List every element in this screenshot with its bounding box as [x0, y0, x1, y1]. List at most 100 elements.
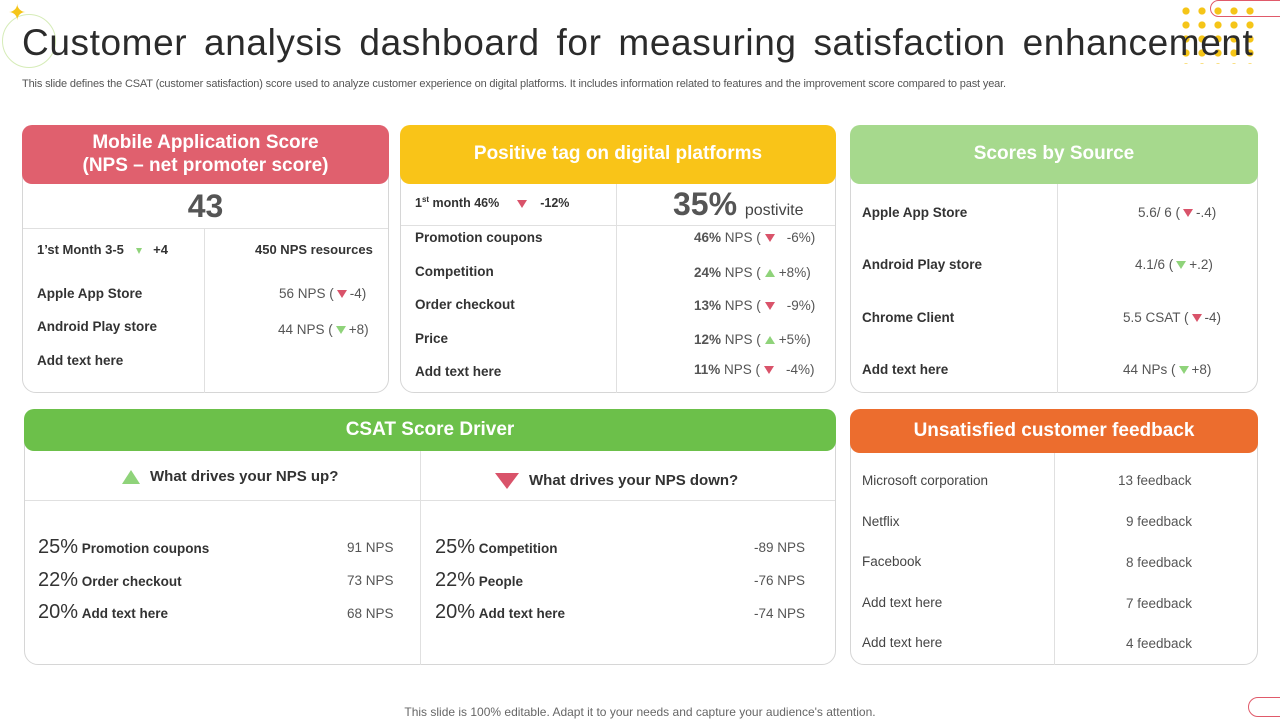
change-text: -6%): [786, 230, 816, 245]
unit-text: NPS (: [721, 332, 761, 347]
down-arrow-icon: [516, 199, 527, 208]
down-arrow-icon: [1176, 261, 1187, 270]
change-text: -4%): [786, 362, 815, 377]
down-arrow-icon: [1191, 314, 1202, 323]
value-text: 44 NPs (: [1123, 362, 1176, 377]
mobile-month-label: 1’st Month 3-5: [37, 242, 124, 257]
driver-pct: 22%: [38, 569, 79, 591]
driver-value: 73 NPS: [347, 573, 394, 588]
pct-text: 12%: [694, 332, 722, 347]
driver-up-row: 22% Order checkout: [38, 569, 182, 592]
positive-big-stat: 35% postivite: [673, 186, 804, 223]
positive-row-label: Promotion coupons: [415, 230, 543, 245]
feedback-source: Facebook: [862, 554, 922, 569]
source-row-value: 4.1/6 ( +.2): [1135, 257, 1213, 272]
month-number: 1: [415, 196, 422, 211]
pct-text: 46%: [694, 230, 722, 245]
positive-row-value: 11% NPS (-4%): [694, 362, 815, 377]
value-text: 5.5 CSAT (: [1123, 310, 1189, 325]
divider: [616, 184, 617, 393]
mobile-month-change: +4: [153, 242, 168, 257]
feedback-source: Add text here: [862, 635, 943, 650]
driver-pct: 20%: [38, 601, 79, 623]
footer-note: This slide is 100% editable. Adapt it to…: [404, 705, 876, 719]
divider: [204, 228, 205, 393]
driver-up-row: 25% Promotion coupons: [38, 536, 209, 559]
driver-value: -89 NPS: [754, 540, 806, 555]
pct-text: 13%: [694, 298, 722, 313]
feedback-source: Netflix: [862, 514, 900, 529]
driver-value: 68 NPS: [347, 606, 394, 621]
change-text: +8): [1191, 362, 1212, 377]
mobile-resources: 450 NPS resources: [255, 242, 373, 257]
positive-month-row: 1st month 46% -12%: [415, 195, 569, 210]
positive-row-value: 24% NPS (+8%): [694, 265, 811, 280]
nps-down-heading: What drives your NPS down?: [495, 472, 738, 490]
up-arrow-icon: [122, 470, 140, 485]
positive-row-label: Price: [415, 331, 449, 346]
driver-up-row: 20% Add text here: [38, 601, 168, 624]
mobile-row-label: Add text here: [37, 353, 124, 368]
driver-label: People: [478, 574, 524, 589]
driver-down-row: 22% People: [435, 569, 523, 592]
feedback-count: 9 feedback: [1126, 514, 1193, 529]
scores-by-source-header: Scores by Source: [850, 125, 1258, 184]
value-text: 4.1/6 (: [1135, 257, 1174, 272]
change-text: +.2): [1189, 257, 1213, 272]
source-row-label: Chrome Client: [862, 310, 955, 325]
driver-pct: 20%: [435, 601, 476, 623]
change-text: +8%): [778, 265, 811, 280]
driver-label: Order checkout: [81, 574, 182, 589]
decorative-circle: [2, 14, 56, 68]
down-arrow-icon: [336, 290, 347, 299]
source-row-label: Apple App Store: [862, 205, 968, 220]
positive-big-pct: 35%: [673, 186, 738, 222]
divider: [1054, 453, 1055, 665]
driver-label: Promotion coupons: [81, 541, 210, 556]
positive-row-value: 12% NPS (+5%): [694, 332, 811, 347]
down-arrow-icon: [764, 366, 775, 375]
value-text: 5.6/ 6 (: [1138, 205, 1181, 220]
down-arrow-icon: [1178, 366, 1189, 375]
driver-pct: 25%: [435, 536, 476, 558]
page-title: Customer analysis dashboard for measurin…: [22, 22, 1254, 63]
month-text: month 46%: [429, 196, 500, 211]
positive-row-label: Competition: [415, 264, 494, 279]
unit-text: NPS (: [720, 362, 761, 377]
driver-label: Add text here: [478, 606, 566, 621]
unit-text: NPS (: [721, 230, 761, 245]
source-row-value: 5.6/ 6 ( -.4): [1138, 205, 1216, 220]
driver-pct: 25%: [38, 536, 79, 558]
mobile-score-card: Mobile Application Score (NPS – net prom…: [22, 125, 389, 393]
nps-up-title: What drives your NPS up?: [150, 468, 339, 485]
change-text: -4): [349, 286, 367, 301]
change-text: +8): [348, 322, 369, 337]
mobile-score-subtitle: (NPS – net promoter score): [82, 154, 329, 176]
divider: [25, 500, 835, 501]
down-arrow-icon: [1183, 209, 1194, 218]
change-text: -.4): [1196, 205, 1217, 220]
value-text: 56 NPS (: [279, 286, 334, 301]
page-subtitle: This slide defines the CSAT (customer sa…: [22, 78, 1006, 90]
positive-row-label: Add text here: [415, 364, 502, 379]
mobile-score-title: Mobile Application Score: [92, 132, 319, 154]
divider: [1057, 184, 1058, 393]
source-row-value: 44 NPs ( +8): [1123, 362, 1211, 377]
driver-pct: 22%: [435, 569, 476, 591]
mobile-nps-score: 43: [187, 188, 224, 224]
mobile-score-header: Mobile Application Score (NPS – net prom…: [22, 125, 389, 184]
month-suffix: st: [421, 195, 430, 204]
feedback-source: Add text here: [862, 595, 943, 610]
unit-text: NPS (: [721, 298, 761, 313]
decorative-pill: [1210, 0, 1280, 17]
feedback-header: Unsatisfied customer feedback: [850, 409, 1258, 453]
positive-tag-card: Positive tag on digital platforms 1st mo…: [400, 125, 836, 393]
down-arrow-icon: [764, 234, 775, 243]
change-text: -9%): [786, 298, 816, 313]
source-row-label: Android Play store: [862, 257, 983, 272]
csat-driver-card: CSAT Score Driver What drives your NPS u…: [24, 409, 836, 665]
month-change: -12%: [540, 196, 570, 211]
driver-down-row: 25% Competition: [435, 536, 558, 559]
feedback-source: Microsoft corporation: [862, 473, 989, 488]
nps-up-heading: What drives your NPS up?: [122, 468, 338, 485]
